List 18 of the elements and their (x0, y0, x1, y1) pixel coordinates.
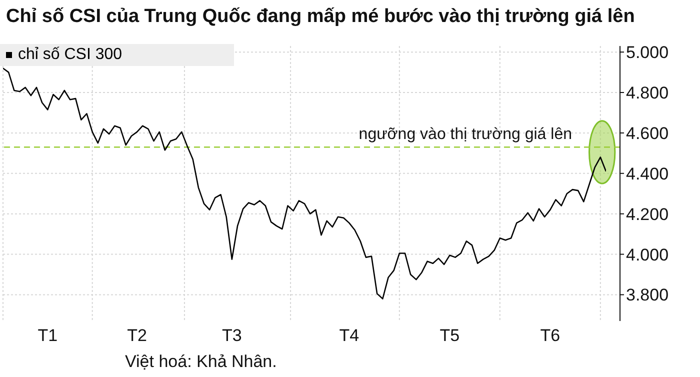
text: Việt hoá: Khả Nhân. (125, 352, 277, 372)
x-tick-label: T3 (222, 326, 242, 346)
x-tick-label: T5 (440, 326, 460, 346)
x-tick-label: T4 (339, 326, 360, 346)
legend-label: chỉ số CSI 300 (18, 45, 122, 65)
line-series (3, 68, 606, 300)
x-tick-label: T2 (127, 326, 147, 346)
y-tick-label: 5.000 (626, 43, 669, 62)
ref-line-label: ngưỡng vào thị trường giá lên (358, 126, 572, 144)
y-tick-label: 4.600 (626, 124, 669, 143)
y-tick-label: 4.800 (626, 84, 669, 103)
y-tick-label: 4.400 (626, 164, 669, 184)
chart-title: Chỉ số CSI của Trung Quốc đang mấp mé bước vào thị trường giá lên (6, 6, 635, 28)
x-tick-label: T1 (38, 326, 58, 346)
y-tick-label: 4.200 (626, 204, 669, 224)
x-tick-label: T6 (540, 326, 560, 346)
y-tick-label: 4.000 (626, 245, 669, 264)
y-tick-label: 3.800 (626, 286, 669, 305)
